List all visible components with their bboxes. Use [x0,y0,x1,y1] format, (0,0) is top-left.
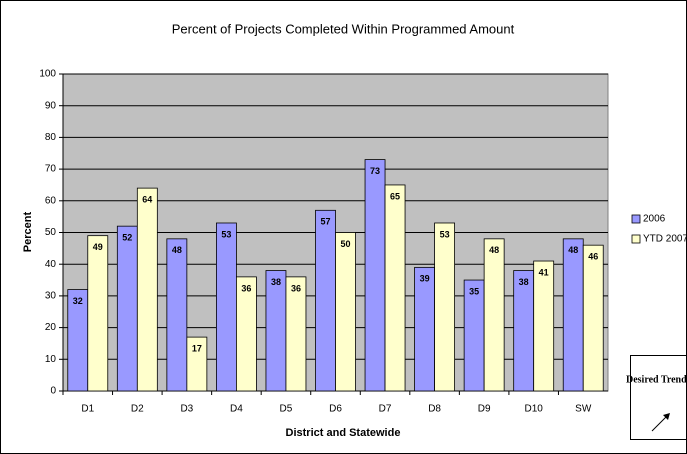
data-label: 17 [192,343,202,353]
data-label: 41 [539,267,549,277]
x-tick-label: D1 [81,404,94,415]
data-label: 49 [93,242,103,252]
bar [434,222,455,392]
bar [513,270,535,392]
x-tick-label: D7 [379,404,392,415]
x-tick-label: SW [575,404,592,415]
bar [285,276,307,392]
x-axis-title: District and Statewide [286,427,401,439]
bar [414,266,435,392]
x-tick-label: D6 [329,404,342,415]
legend-swatch [631,234,641,244]
data-label: 64 [142,194,152,204]
x-tick-label: D10 [525,404,544,415]
trend-frame [630,355,687,440]
data-label: 36 [241,283,251,293]
y-tick-label: 80 [45,132,57,143]
data-label: 32 [73,296,83,306]
plot-area: 0 10 20 30 40 50 60 70 80 90 100 D1 32 49 D2 52 64 D3 48 17… [39,69,609,415]
trend-arrow [651,414,669,432]
bar [236,276,257,392]
y-tick-label: 0 [50,386,56,397]
y-tick-label: 90 [45,100,57,111]
data-label: 53 [221,229,231,239]
x-tick-label: D3 [180,404,193,415]
legend-label: YTD 2007 [643,234,687,245]
data-label: 50 [340,239,350,249]
data-label: 46 [588,252,598,262]
bar [87,235,109,392]
bar [483,238,505,392]
y-tick-label: 20 [45,322,57,333]
y-tick-label: 40 [45,259,57,270]
chart-title: Percent of Projects Completed Within Pro… [172,21,515,36]
y-axis-title: Percent [22,211,34,252]
trend-label: Desired Trend: [626,374,687,385]
data-label: 35 [469,286,479,296]
bar [216,222,237,392]
bar [116,225,138,392]
y-tick-label: 100 [39,69,56,80]
legend-label: 2006 [643,214,666,225]
x-tick-label: D8 [428,404,441,415]
x-tick-label: D5 [280,404,293,415]
data-label: 48 [172,245,182,255]
bar [533,260,555,392]
y-tick-label: 10 [45,354,57,365]
data-label: 73 [370,166,380,176]
data-label: 38 [271,277,281,287]
trend-box: Desired Trend: [626,355,687,440]
legend-swatch [631,214,641,224]
data-label: 52 [122,233,132,243]
x-tick-label: D4 [230,404,243,415]
data-label: 53 [440,229,450,239]
data-label: 38 [519,277,529,287]
data-label: 65 [390,191,400,201]
bar [335,232,356,392]
bar [582,244,604,392]
data-label: 48 [568,245,578,255]
bar [166,238,188,392]
bar [364,159,386,392]
y-tick-label: 30 [45,291,57,302]
bar [186,336,208,392]
y-tick-label: 70 [45,164,57,175]
data-label: 36 [291,283,301,293]
bar [315,209,336,392]
bar [463,279,485,392]
data-label: 39 [420,274,430,284]
bar [384,184,406,392]
y-tick-label: 60 [45,195,57,206]
trend-arrowhead [663,413,670,420]
y-tick-label: 50 [45,227,57,238]
data-label: 48 [489,245,499,255]
bar [136,187,158,392]
bar [265,270,287,392]
data-label: 57 [320,217,330,227]
x-tick-label: D9 [478,404,491,415]
bar [562,238,584,392]
x-tick-label: D2 [131,404,144,415]
